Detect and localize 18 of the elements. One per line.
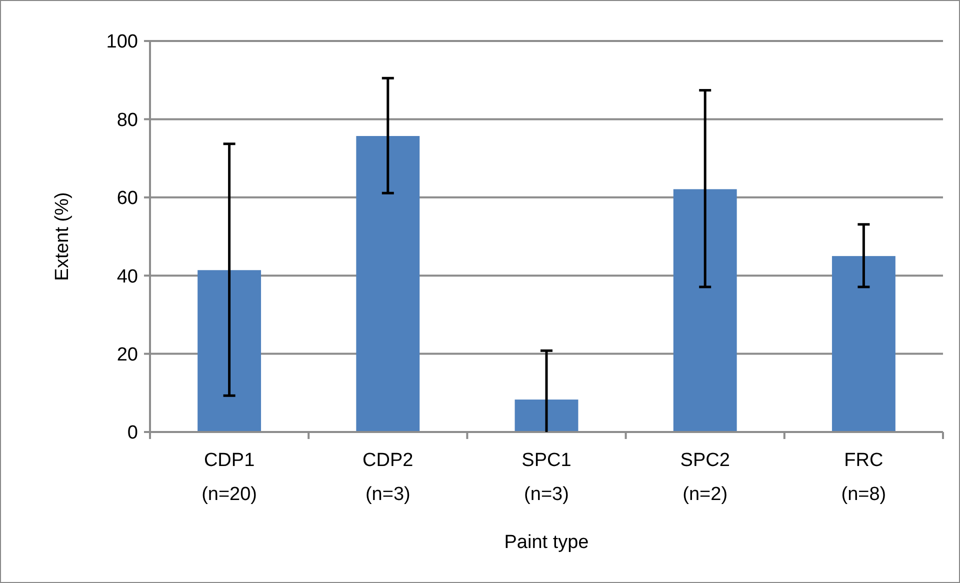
x-tick-label: CDP2 (n=3) <box>362 450 414 505</box>
y-tick-label: 0 <box>127 422 138 444</box>
bar <box>832 256 896 432</box>
y-axis-title: Extent (%) <box>52 192 73 281</box>
bar <box>198 270 262 432</box>
x-tick-label: CDP1 (n=20) <box>202 450 258 505</box>
y-tick-label: 60 <box>116 188 138 210</box>
y-tick-label: 80 <box>116 110 138 131</box>
y-tick-label: 40 <box>116 266 138 288</box>
x-axis-title: Paint type <box>504 532 589 553</box>
bar <box>673 189 737 432</box>
bar <box>514 400 578 432</box>
x-tick-label: SPC2 (n=2) <box>680 450 730 505</box>
x-tick-label: SPC1 (n=3) <box>522 450 572 505</box>
bar <box>356 136 420 432</box>
y-tick-label: 100 <box>106 32 138 53</box>
y-tick-label: 20 <box>116 344 138 366</box>
x-tick-label: FRC (n=8) <box>841 450 886 505</box>
